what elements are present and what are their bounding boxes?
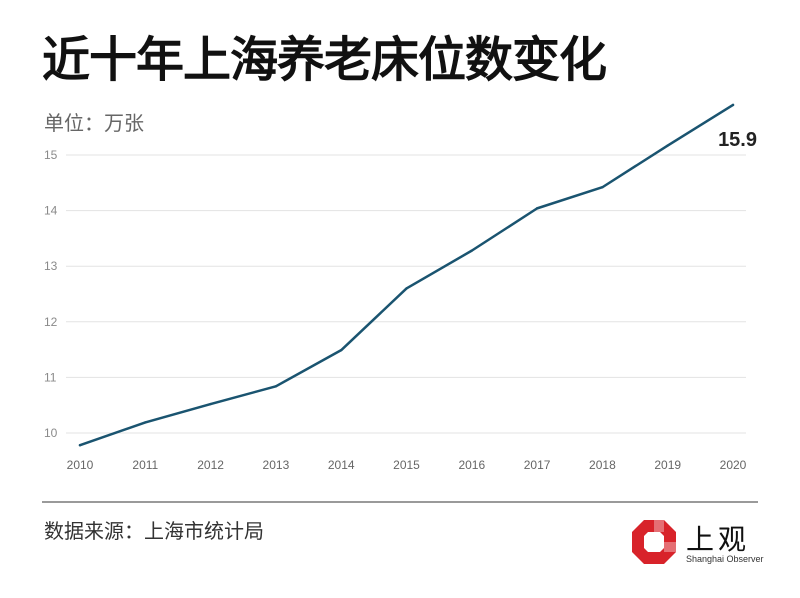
y-tick-labels: 10 11 12 13 14 15 <box>44 148 58 440</box>
x-tick-labels: 2010 2011 2012 2013 2014 2015 2016 2017 2018 2019… <box>67 458 747 472</box>
data-point <box>731 103 735 107</box>
x-tick-label: 2013 <box>263 458 290 472</box>
grid-layer <box>66 154 746 434</box>
shanghai-observer-logo: 上观 Shanghai Observer <box>630 518 764 568</box>
data-label: 15.9 <box>718 129 757 151</box>
logo-name-en: Shanghai Observer <box>686 554 764 564</box>
x-tick-label: 2012 <box>197 458 224 472</box>
page-title: 近十年上海养老床位数变化 <box>42 32 607 88</box>
x-tick-label: 2020 <box>720 458 747 472</box>
y-tick-label: 10 <box>44 426 58 440</box>
y-tick-label: 14 <box>44 204 58 218</box>
x-tick-label: 2015 <box>393 458 420 472</box>
data-source: 数据来源：上海市统计局 <box>44 519 264 543</box>
series-layer <box>78 103 735 447</box>
x-tick-label: 2017 <box>524 458 551 472</box>
unit-label: 单位：万张 <box>44 111 144 135</box>
data-point <box>78 444 82 447</box>
x-tick-label: 2016 <box>458 458 485 472</box>
data-point <box>274 385 278 388</box>
data-point <box>340 348 343 352</box>
logo-name-cn: 上观 <box>686 523 751 556</box>
data-point <box>405 287 408 290</box>
data-point <box>535 207 539 210</box>
y-tick-label: 12 <box>44 315 58 329</box>
data-point <box>470 249 473 252</box>
y-tick-label: 13 <box>44 259 58 273</box>
data-point <box>144 421 147 424</box>
x-tick-label: 2018 <box>589 458 616 472</box>
logo-mark-icon <box>632 520 676 564</box>
annotation-layer: 15.9 <box>718 129 757 151</box>
x-tick-label: 2011 <box>132 458 158 472</box>
series-line-0 <box>78 103 735 447</box>
data-point <box>666 144 669 147</box>
footer-divider <box>42 501 758 503</box>
data-point <box>601 186 604 189</box>
data-point <box>209 402 212 406</box>
x-tick-label: 2010 <box>67 458 94 472</box>
x-tick-label: 2019 <box>654 458 681 472</box>
y-tick-label: 15 <box>44 148 58 162</box>
y-tick-label: 11 <box>44 370 57 384</box>
x-tick-label: 2014 <box>328 458 355 472</box>
